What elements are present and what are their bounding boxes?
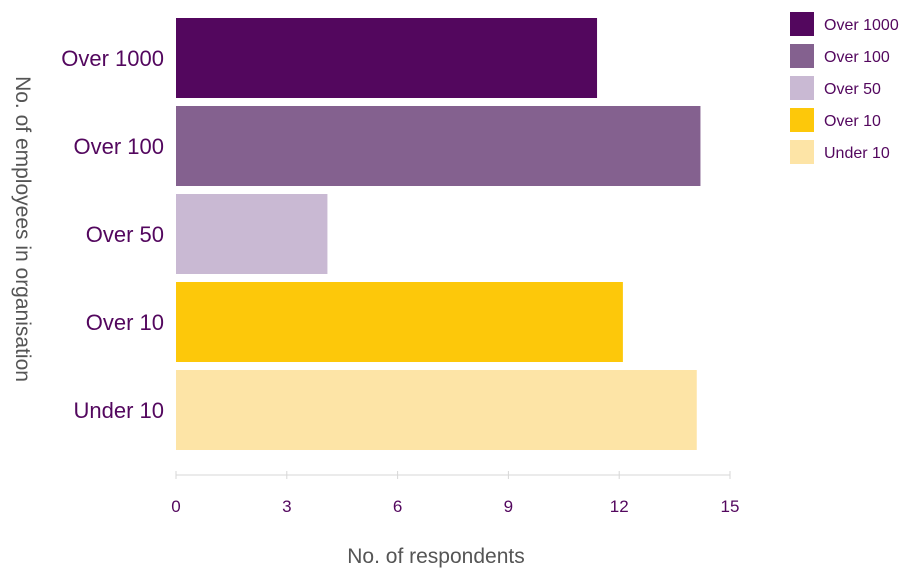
x-axis-title: No. of respondents xyxy=(347,545,524,568)
category-label: Under 10 xyxy=(73,398,164,423)
x-tick-label: 3 xyxy=(282,497,291,516)
legend: Over 1000 Over 100 Over 50 Over 10 Under 10 xyxy=(790,12,899,164)
legend-swatch xyxy=(790,108,814,132)
category-label: Over 1000 xyxy=(61,46,164,71)
bar-over-10 xyxy=(176,282,623,362)
legend-swatch xyxy=(790,76,814,100)
x-tick-label: 12 xyxy=(610,497,629,516)
legend-swatch xyxy=(790,12,814,36)
legend-label: Over 50 xyxy=(824,81,881,98)
bar-over-100 xyxy=(176,106,701,186)
bar-over-50 xyxy=(176,194,328,274)
legend-swatch xyxy=(790,44,814,68)
y-axis-title: No. of employees in organisation xyxy=(11,76,34,382)
x-tick-label: 9 xyxy=(504,497,513,516)
x-tick-label: 6 xyxy=(393,497,402,516)
category-label: Over 50 xyxy=(86,222,164,247)
category-label: Over 100 xyxy=(74,134,165,159)
x-tick-label: 0 xyxy=(171,497,180,516)
x-tick-label: 15 xyxy=(721,497,740,516)
legend-label: Over 10 xyxy=(824,113,881,130)
legend-swatch xyxy=(790,140,814,164)
legend-label: Under 10 xyxy=(824,145,890,162)
bars-group xyxy=(176,18,701,450)
category-labels: Over 1000 Over 100 Over 50 Over 10 Under 10 xyxy=(61,46,164,423)
legend-label: Over 1000 xyxy=(824,17,899,34)
legend-label: Over 100 xyxy=(824,49,890,66)
bar-over-1000 xyxy=(176,18,598,98)
x-axis: 0 3 6 9 12 15 xyxy=(171,471,739,516)
category-label: Over 10 xyxy=(86,310,164,335)
bar-under-10 xyxy=(176,370,697,450)
